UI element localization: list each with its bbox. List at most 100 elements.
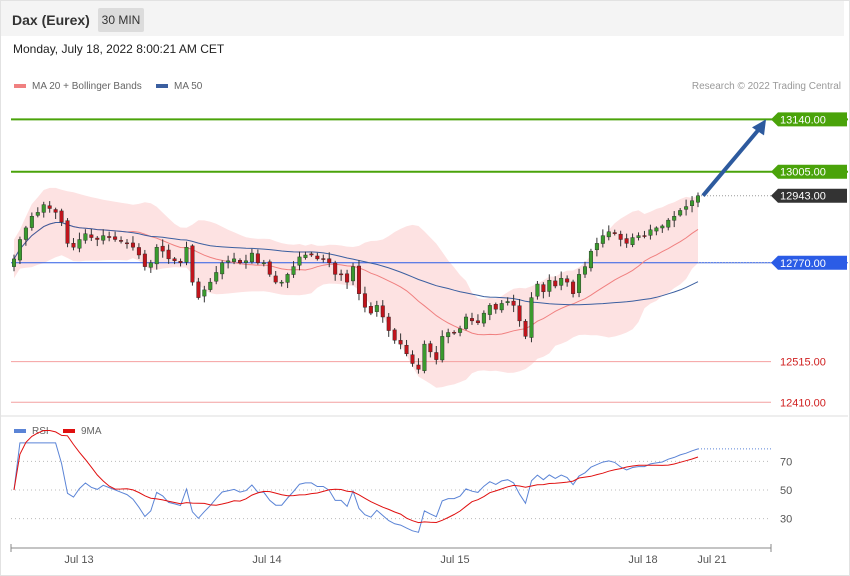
candle-body <box>113 236 118 240</box>
candle <box>351 262 356 286</box>
candle <box>95 236 100 247</box>
candle-body <box>220 262 225 275</box>
candle-body <box>529 297 534 338</box>
candle-body <box>594 243 599 251</box>
candle <box>178 258 183 267</box>
time-tick-label: Jul 14 <box>252 554 281 566</box>
candle <box>374 300 379 317</box>
candle <box>535 281 540 300</box>
candle-body <box>47 205 52 209</box>
candle <box>404 339 409 357</box>
candle-body <box>666 219 671 228</box>
candle <box>249 248 254 264</box>
candle <box>35 207 40 218</box>
candle <box>696 192 700 208</box>
candle <box>577 268 582 298</box>
level-tag-pivot <box>771 255 847 270</box>
candle <box>487 303 492 321</box>
candle <box>690 196 695 213</box>
candle-body <box>190 245 195 283</box>
level-label-resistance: 13140.00 <box>780 114 826 126</box>
candle-body <box>130 242 135 248</box>
candle <box>154 244 159 270</box>
candle <box>588 248 593 272</box>
candle <box>17 236 22 265</box>
candle-body <box>374 305 379 312</box>
candle-body <box>577 274 582 293</box>
candle-body <box>600 235 605 244</box>
candle <box>642 230 647 239</box>
candle <box>232 252 237 265</box>
candle <box>505 297 510 306</box>
candle-body <box>535 283 540 297</box>
candle <box>279 279 284 287</box>
candle-body <box>12 258 16 267</box>
candle <box>285 272 290 289</box>
candle <box>83 229 88 244</box>
rsi-ma-line <box>13 430 699 524</box>
candle <box>654 226 659 236</box>
legend-rsi-ma: 9MA <box>63 426 102 437</box>
candle <box>327 252 332 268</box>
candle <box>452 330 457 335</box>
candle-body <box>690 200 695 206</box>
candle-body <box>392 329 397 341</box>
candle <box>481 310 486 327</box>
candle-body <box>630 237 635 245</box>
candle <box>321 254 326 263</box>
candle <box>475 314 480 325</box>
candle <box>214 266 219 285</box>
candle-body <box>202 289 207 297</box>
candle <box>464 313 469 331</box>
candle-body <box>77 239 82 249</box>
candle <box>648 224 653 240</box>
candle-body <box>23 227 28 240</box>
candle-body <box>65 220 70 244</box>
candle <box>136 243 141 259</box>
candle <box>29 212 34 231</box>
candle <box>380 300 385 323</box>
candle <box>220 260 225 280</box>
candle <box>529 292 534 343</box>
interval-button[interactable]: 30 MIN <box>98 8 144 32</box>
candle <box>190 244 195 286</box>
candle-body <box>285 274 290 283</box>
candle <box>678 207 683 217</box>
candle <box>53 207 58 220</box>
candle <box>630 233 635 248</box>
candle-body <box>660 225 665 229</box>
candle <box>12 254 16 272</box>
candle-body <box>380 305 385 318</box>
candle <box>458 325 463 337</box>
candle-body <box>17 239 22 261</box>
level-label-support: 12410.00 <box>780 397 826 409</box>
time-tick-label: Jul 21 <box>697 554 726 566</box>
ma50-line <box>13 222 699 306</box>
candle-body <box>505 301 510 303</box>
candle <box>446 328 451 344</box>
candle <box>172 257 177 265</box>
candle-body <box>475 320 480 324</box>
candle <box>59 208 64 227</box>
bollinger-band <box>14 187 698 388</box>
chart-header: Dax (Eurex) 30 MIN <box>1 1 844 36</box>
legend-ma50-label: MA 50 <box>174 81 203 92</box>
candle <box>594 237 599 257</box>
chart-datetime: Monday, July 18, 2022 8:00:21 AM CET <box>13 42 225 56</box>
instrument-title: Dax (Eurex) <box>12 12 90 28</box>
candle-body <box>422 343 427 371</box>
candle-body <box>404 344 409 355</box>
candle <box>618 230 623 247</box>
candle-body <box>678 210 683 216</box>
candle-body <box>547 279 552 292</box>
candle <box>130 236 135 251</box>
candle <box>226 255 231 269</box>
rsi-line <box>13 442 699 533</box>
candle <box>600 229 605 248</box>
candle-body <box>696 195 700 203</box>
candle-body <box>464 316 469 329</box>
candle <box>511 294 516 313</box>
candle-body <box>606 231 611 238</box>
candle <box>101 229 106 245</box>
candle <box>125 239 129 249</box>
